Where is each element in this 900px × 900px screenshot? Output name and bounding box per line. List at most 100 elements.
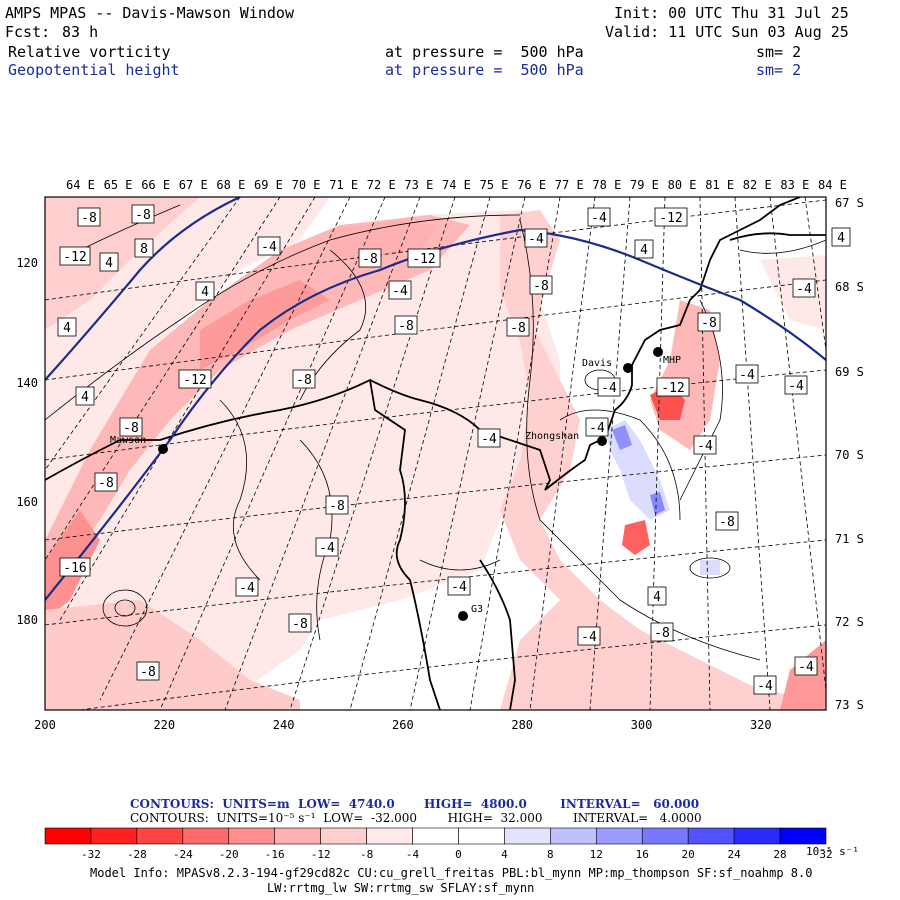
colorbar-tick: 20 [682, 848, 695, 861]
contour-label: -8 [362, 252, 378, 267]
model-info: Model Info: MPASv8.2.3-194-gf29cd82c CU:… [90, 866, 813, 880]
init-time: Init: 00 UTC Thu 31 Jul 25 [614, 4, 849, 22]
contour-label: -4 [528, 232, 544, 247]
contours-height-info: CONTOURS: UNITS=m LOW= 4740.0 HIGH= 4800… [130, 797, 700, 811]
left-y-label: 160 [16, 495, 38, 509]
contour-label: -4 [589, 421, 605, 436]
right-lat-label: 71 S [835, 532, 864, 546]
contour-label: -8 [654, 626, 670, 641]
field2-level: at pressure = 500 hPa [385, 61, 584, 79]
colorbar-swatch [550, 827, 597, 845]
top-lon-label: 72 E [367, 178, 396, 192]
colorbar-tick: -24 [173, 848, 193, 861]
left-y-axis-labels: 120 140 160 180 [16, 256, 38, 627]
top-lon-label: 73 E [404, 178, 433, 192]
bottom-x-axis-labels: 200 220 240 260 280 300 320 [34, 718, 771, 732]
colorbar-swatch [136, 827, 184, 845]
contour-label: -4 [319, 541, 335, 556]
contour-label: -4 [261, 240, 277, 255]
contour-label: -4 [392, 284, 408, 299]
colorbar-tick: -28 [127, 848, 147, 861]
colorbar-swatch [366, 827, 413, 845]
contour-label: -4 [788, 379, 804, 394]
contour-label: -12 [183, 373, 206, 388]
colorbar-tick: 4 [501, 848, 508, 861]
right-latitude-labels: 67 S 68 S 69 S 70 S 71 S 72 S 73 S [835, 196, 864, 712]
colorbar-swatch [228, 827, 276, 845]
colorbar-swatch [412, 827, 459, 845]
colorbar-swatch [320, 827, 367, 845]
top-lon-label: 83 E [780, 178, 809, 192]
contour-label: -4 [798, 660, 814, 675]
contour-label: -8 [701, 316, 717, 331]
top-lon-label: 78 E [592, 178, 621, 192]
colorbar-swatch [733, 827, 781, 845]
station-label-davis: Davis [582, 358, 612, 369]
contour-label: -8 [296, 373, 312, 388]
contour-label: -4 [796, 282, 812, 297]
colorbar-swatch [458, 827, 505, 845]
contour-label: 4 [640, 243, 648, 258]
colorbar-swatch [274, 827, 321, 845]
contour-label: -4 [451, 580, 467, 595]
bottom-x-label: 200 [34, 718, 56, 732]
contour-label: -8 [135, 208, 151, 223]
contour-label: 8 [140, 242, 148, 257]
colorbar-tick: 28 [773, 848, 786, 861]
contour-label: -12 [661, 381, 684, 396]
contour-label: -12 [63, 250, 86, 265]
colorbar-tick-labels: -32 -28 -24 -20 -16 -12 -8 -4 0 4 8 12 16 20 24 28 32 [81, 848, 833, 861]
colorbar-tick: -16 [265, 848, 285, 861]
top-lon-label: 68 E [216, 178, 245, 192]
davis-station-dot [623, 363, 633, 373]
top-lon-label: 80 E [668, 178, 697, 192]
colorbar-tick: 0 [455, 848, 462, 861]
right-lat-label: 67 S [835, 196, 864, 210]
contour-label: -8 [140, 665, 156, 680]
contour-label: 4 [837, 231, 845, 246]
mhp-station-dot [653, 347, 663, 357]
station-label-g3: G3 [471, 604, 483, 615]
zhongshan-station-dot [597, 436, 607, 446]
top-lon-label: 66 E [141, 178, 170, 192]
contour-label: -12 [412, 252, 435, 267]
field2-name: Geopotential height [8, 61, 180, 79]
g3-station-dot [458, 611, 468, 621]
right-lat-label: 69 S [835, 365, 864, 379]
contour-label: -8 [329, 499, 345, 514]
contour-label: -4 [739, 368, 755, 383]
contour-label: -8 [533, 279, 549, 294]
model-info-line2: LW:rrtmg_lw SW:rrtmg_sw SFLAY:sf_mynn [267, 881, 535, 895]
contour-label: -8 [81, 211, 97, 226]
top-lon-label: 79 E [630, 178, 659, 192]
colorbar-tick: 12 [590, 848, 603, 861]
station-label-mhp: MHP [663, 355, 681, 366]
colorbar-swatch [90, 827, 138, 845]
right-lat-label: 73 S [835, 698, 864, 712]
forecast-hours: 83 h [62, 23, 99, 41]
top-lon-label: 69 E [254, 178, 283, 192]
contour-label: -8 [719, 515, 735, 530]
top-lon-label: 71 E [329, 178, 358, 192]
top-lon-label: 70 E [292, 178, 321, 192]
station-markers [158, 347, 663, 621]
bottom-x-label: 240 [273, 718, 295, 732]
contour-label: -4 [591, 211, 607, 226]
contour-label: -12 [659, 211, 682, 226]
colorbar-swatch [779, 827, 827, 845]
contour-label: -4 [757, 679, 773, 694]
top-lon-label: 65 E [104, 178, 133, 192]
contour-label: -8 [123, 421, 139, 436]
field2-smooth: sm= 2 [756, 61, 802, 79]
colorbar-swatch [641, 827, 689, 845]
field1-name: Relative vorticity [8, 43, 171, 61]
top-lon-label: 81 E [705, 178, 734, 192]
right-lat-label: 68 S [835, 280, 864, 294]
colorbar-tick: -20 [219, 848, 239, 861]
contour-label-text: -8 -8 8 -12 4 -4 4 4 4 -8 -12 -8 -4 -4 -8 -8 -12 -4 -12 4 -8… [63, 208, 845, 694]
top-lon-label: 64 E [66, 178, 95, 192]
colorbar-units: 10⁻⁵ s⁻¹ [806, 845, 859, 858]
colorbar-swatch [504, 827, 551, 845]
bottom-x-label: 220 [153, 718, 175, 732]
